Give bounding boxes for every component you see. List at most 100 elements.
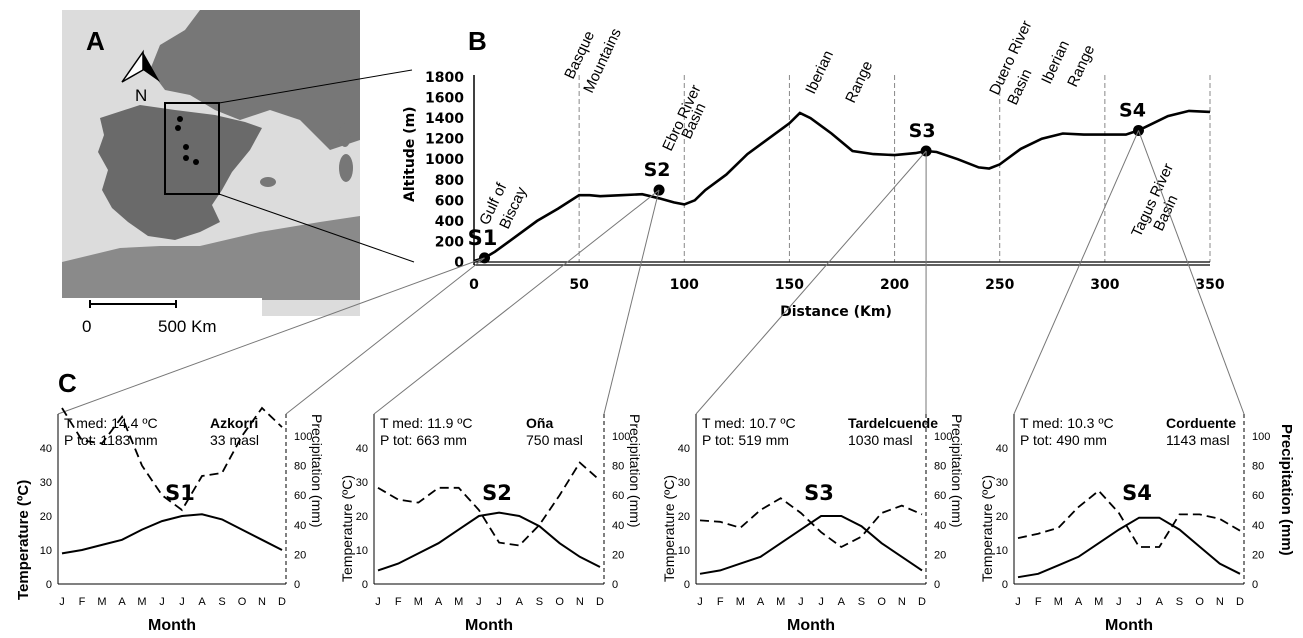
station-name: Corduente	[1166, 415, 1236, 431]
month-tick: J	[179, 596, 185, 608]
station-altitude: 33 masl	[210, 432, 259, 448]
climate-site-label: S4	[1122, 481, 1152, 505]
connector-line	[373, 189, 660, 415]
precipitation-tick: 60	[612, 490, 624, 502]
station-altitude: 1030 masl	[848, 432, 913, 448]
month-axis-label: Month	[465, 617, 513, 634]
precipitation-tick: 0	[934, 579, 940, 591]
connector-line	[57, 257, 485, 415]
month-tick: D	[278, 596, 286, 608]
precipitation-tick: 20	[294, 549, 306, 561]
month-tick: D	[918, 596, 926, 608]
month-tick: J	[1136, 596, 1142, 608]
temperature-tick: 40	[678, 443, 690, 455]
north-arrow-icon	[121, 49, 160, 83]
precipitation-tick: 80	[1252, 461, 1264, 473]
profile-x-tick: 0	[469, 277, 479, 293]
temperature-tick: 20	[40, 511, 52, 523]
month-tick: N	[1216, 596, 1224, 608]
ptot-text: P tot: 1183 mm	[64, 432, 158, 448]
map-site-dot	[183, 155, 189, 161]
month-axis-label: Month	[1105, 617, 1153, 634]
month-tick: M	[1054, 596, 1063, 608]
month-tick: J	[496, 596, 502, 608]
temperature-tick: 30	[356, 477, 368, 489]
map-iberia	[98, 105, 262, 240]
precipitation-tick: 100	[1252, 431, 1270, 443]
month-tick: A	[516, 596, 524, 608]
north-label: N	[135, 86, 147, 105]
station-altitude: 1143 masl	[1166, 432, 1230, 448]
precipitation-tick: 60	[294, 490, 306, 502]
map-site-dot	[175, 125, 181, 131]
tmed-text: T med: 11.9 ºC	[380, 415, 473, 431]
month-tick: A	[435, 596, 443, 608]
temperature-axis-label: Temperature (ºC)	[15, 480, 32, 600]
temperature-tick: 40	[40, 443, 52, 455]
profile-y-tick: 0	[454, 255, 464, 271]
month-tick: M	[1094, 596, 1103, 608]
precipitation-tick: 60	[934, 490, 946, 502]
profile-y-tick: 600	[435, 193, 464, 209]
profile-sites: S1 S2 S3 S4	[468, 99, 1146, 264]
temperature-tick: 40	[996, 443, 1008, 455]
climate-site-label: S3	[804, 481, 834, 505]
precipitation-tick: 100	[294, 431, 312, 443]
precipitation-axis-label-small: Precipitation (mm)	[949, 414, 965, 528]
month-tick: M	[97, 596, 106, 608]
connector-line	[603, 189, 660, 415]
month-tick: M	[736, 596, 745, 608]
precipitation-axis-label-small: Precipitation (mm)	[627, 414, 643, 528]
station-name: Tardelcuende	[848, 415, 938, 431]
month-tick: J	[59, 596, 65, 608]
profile-x-tick: 150	[775, 277, 804, 293]
precipitation-tick: 0	[294, 579, 300, 591]
month-axis-label: Month	[148, 617, 196, 634]
temperature-line	[1017, 516, 1241, 579]
panel-label-c: C	[58, 368, 77, 398]
month-tick: O	[1195, 596, 1204, 608]
month-tick: O	[555, 596, 564, 608]
profile-y-tick: 800	[435, 173, 464, 189]
panel-label-b: B	[468, 26, 487, 56]
region-iberian-1b: Range	[842, 58, 876, 105]
month-tick: A	[198, 596, 206, 608]
month-tick: S	[536, 596, 543, 608]
temperature-tick: 40	[356, 443, 368, 455]
profile-y-tick: 1600	[425, 91, 464, 107]
connector-line	[1013, 130, 1139, 415]
precipitation-tick: 20	[934, 549, 946, 561]
precipitation-tick: 40	[934, 520, 946, 532]
site-label-s2: S2	[644, 159, 671, 181]
month-tick: J	[375, 596, 381, 608]
month-tick: F	[395, 596, 402, 608]
profile-x-tick: 250	[985, 277, 1014, 293]
profile-x-tick: 50	[569, 277, 589, 293]
map-study-area-box	[164, 102, 220, 195]
profile-x-tick: 100	[670, 277, 699, 293]
month-tick: J	[697, 596, 703, 608]
month-tick: M	[137, 596, 146, 608]
temperature-tick: 30	[996, 477, 1008, 489]
month-tick: A	[1075, 596, 1083, 608]
site-label-s4: S4	[1119, 99, 1146, 121]
temperature-axis-label-small: Temperature (ºC)	[661, 475, 677, 582]
profile-y-tick: 400	[435, 214, 464, 230]
temperature-tick: 20	[996, 511, 1008, 523]
altitude-profile-chart: 0 200 400 600 800 1000 1200 1400 1600 1800 0 50 100…	[402, 18, 1225, 320]
month-tick: D	[596, 596, 604, 608]
profile-y-label: Altitude (m)	[402, 106, 418, 202]
profile-x-tick: 300	[1090, 277, 1119, 293]
precipitation-tick: 0	[612, 579, 618, 591]
zoom-line	[218, 193, 415, 263]
profile-x-label: Distance (Km)	[780, 304, 892, 320]
month-tick: M	[454, 596, 463, 608]
ptot-text: P tot: 490 mm	[1020, 432, 1107, 448]
site-label-s1: S1	[468, 226, 498, 250]
month-tick: N	[576, 596, 584, 608]
month-tick: A	[757, 596, 765, 608]
site-connector-lines	[57, 130, 1245, 415]
